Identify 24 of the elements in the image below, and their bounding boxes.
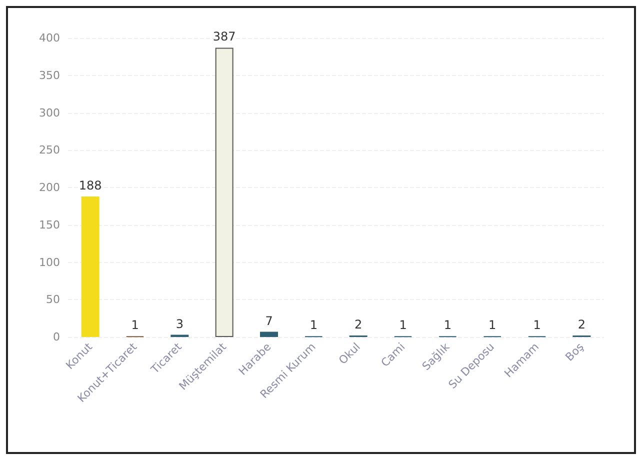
data-label: 1 — [533, 318, 541, 332]
data-label: 1 — [444, 318, 452, 332]
y-tick-label: 400 — [39, 32, 60, 44]
y-tick-label: 200 — [39, 181, 60, 194]
data-label: 2 — [578, 318, 586, 332]
x-tick-label: Boş — [562, 340, 586, 364]
data-label: 7 — [265, 314, 273, 328]
data-label: 3 — [176, 316, 184, 331]
bar — [81, 196, 100, 337]
y-tick-label: 100 — [39, 256, 60, 269]
data-label: 1 — [310, 318, 318, 332]
data-label: 1 — [488, 318, 496, 332]
data-label: 2 — [354, 318, 362, 332]
y-tick-label: 350 — [39, 68, 60, 82]
data-label: 1 — [399, 318, 407, 332]
data-label: 188 — [78, 178, 102, 192]
y-tick-label: 50 — [46, 293, 60, 306]
y-tick-label: 0 — [53, 330, 60, 344]
data-label: 1 — [131, 318, 139, 332]
y-tick-label: 250 — [39, 144, 60, 157]
bar — [260, 332, 278, 337]
data-label: 387 — [212, 30, 236, 44]
y-tick-label: 300 — [39, 106, 60, 120]
y-tick-label: 150 — [39, 218, 60, 232]
